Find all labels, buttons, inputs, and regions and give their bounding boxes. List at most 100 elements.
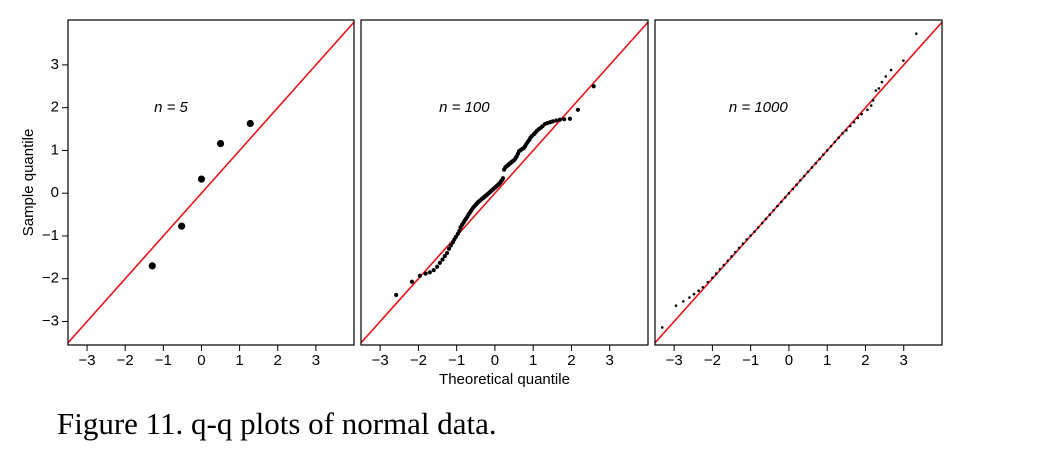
panel: −3 −2 −1 0 1 2 3 −3 −2 −1 0 1 2 3 n = 5 Sample quantile [20, 19, 355, 369]
point [802, 174, 806, 178]
plot-frame [360, 19, 649, 346]
point [682, 300, 685, 303]
point [660, 326, 664, 329]
point [799, 179, 802, 182]
point [701, 285, 705, 289]
point [446, 246, 452, 251]
point [737, 246, 741, 250]
x-tick-label: 1 [235, 352, 243, 369]
point [810, 166, 814, 169]
point [833, 140, 837, 144]
point [764, 217, 768, 221]
point [197, 175, 206, 183]
point [674, 304, 678, 307]
point [442, 253, 447, 259]
x-tick-label: −1 [448, 352, 465, 369]
point [841, 132, 844, 135]
y-tick-label: 0 [51, 184, 59, 201]
panel: −3 −2 −1 0 1 2 3 n = 1000 [654, 19, 943, 369]
x-tick-label: 3 [312, 352, 320, 369]
point [591, 84, 596, 89]
plot-frame [67, 19, 355, 346]
plot-frame [654, 19, 943, 346]
point [783, 196, 787, 199]
point [692, 292, 696, 296]
x-tick-label: −1 [155, 352, 172, 369]
x-tick-label: 0 [491, 352, 499, 369]
point [866, 108, 869, 112]
annotation: n = 1000 [729, 99, 788, 116]
point [837, 136, 840, 139]
point [562, 117, 567, 122]
point [791, 187, 795, 191]
point [440, 257, 445, 262]
point [216, 139, 225, 148]
point [845, 129, 848, 132]
point [877, 87, 881, 90]
point [753, 230, 756, 233]
x-tick-label: 3 [900, 352, 908, 369]
point [779, 200, 783, 204]
point [409, 279, 414, 284]
point [848, 124, 852, 128]
x-tick-label: 2 [274, 352, 282, 369]
point [448, 243, 454, 248]
x-tick-label: 2 [861, 352, 869, 369]
point [902, 59, 905, 62]
point [718, 268, 722, 271]
point [795, 183, 798, 186]
x-tick-label: −3 [666, 352, 683, 369]
reference-line [68, 21, 354, 344]
y-axis-label: Sample quantile [20, 129, 37, 237]
point [889, 68, 893, 72]
y-tick-label: 2 [51, 99, 59, 116]
panel: −3 −2 −1 0 1 2 3 n = 100 Theoretical quantile [360, 19, 649, 388]
caption: Figure 11. q-q plots of normal data. [57, 406, 497, 441]
point [884, 75, 888, 78]
point [714, 272, 718, 275]
point [871, 99, 875, 102]
point [869, 104, 873, 107]
x-tick-label: −3 [372, 352, 389, 369]
point [874, 89, 878, 92]
point [722, 263, 726, 267]
point [431, 268, 436, 273]
reference-line [361, 21, 648, 344]
x-tick-label: 0 [785, 352, 793, 369]
point [880, 80, 884, 84]
point [852, 120, 856, 124]
point [760, 221, 764, 225]
point [822, 153, 825, 157]
point [757, 226, 760, 229]
point [749, 234, 752, 237]
point [787, 191, 791, 195]
y-tick-label: −2 [42, 270, 59, 287]
x-tick-label: −1 [742, 352, 759, 369]
point [860, 112, 863, 116]
point [776, 204, 779, 208]
point [768, 213, 772, 216]
point [814, 161, 818, 165]
x-tick-label: −2 [410, 352, 427, 369]
point [557, 117, 563, 122]
y-tick-label: −1 [42, 227, 59, 244]
point [445, 250, 450, 256]
point [856, 116, 860, 120]
x-tick-label: 1 [823, 352, 831, 369]
point [829, 144, 833, 148]
x-tick-label: −2 [704, 352, 721, 369]
point [435, 264, 440, 269]
point [246, 119, 254, 128]
point [825, 149, 829, 152]
y-tick-label: −3 [42, 312, 59, 329]
point [730, 255, 733, 258]
point [457, 228, 462, 233]
point [550, 119, 555, 124]
x-tick-label: 3 [606, 352, 614, 369]
point [745, 238, 749, 241]
reference-line [655, 21, 942, 344]
point [423, 271, 428, 276]
point [915, 32, 918, 35]
point [417, 273, 423, 278]
